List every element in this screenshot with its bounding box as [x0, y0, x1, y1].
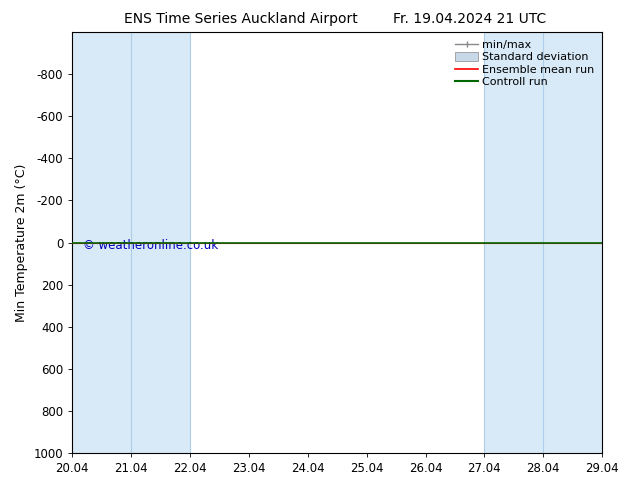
Bar — [543, 32, 602, 453]
Text: Fr. 19.04.2024 21 UTC: Fr. 19.04.2024 21 UTC — [392, 12, 546, 26]
Y-axis label: Min Temperature 2m (°C): Min Temperature 2m (°C) — [15, 163, 28, 322]
Bar — [484, 32, 543, 453]
Bar — [72, 32, 131, 453]
Legend: min/max, Standard deviation, Ensemble mean run, Controll run: min/max, Standard deviation, Ensemble me… — [451, 35, 599, 92]
Text: ENS Time Series Auckland Airport: ENS Time Series Auckland Airport — [124, 12, 358, 26]
Text: © weatheronline.co.uk: © weatheronline.co.uk — [83, 240, 218, 252]
Bar — [131, 32, 190, 453]
